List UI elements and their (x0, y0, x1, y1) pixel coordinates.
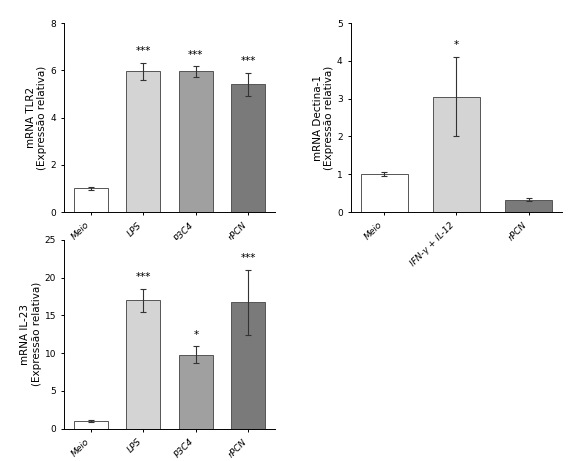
Y-axis label: mRNA TLR2
(Expressão relativa): mRNA TLR2 (Expressão relativa) (26, 65, 47, 170)
Bar (433, 97, 480, 212)
Bar (126, 71, 160, 212)
Text: ***: *** (240, 56, 256, 66)
Bar (360, 174, 408, 212)
Bar (505, 200, 552, 212)
Text: ***: *** (240, 254, 256, 263)
Bar (179, 355, 213, 429)
Bar (126, 300, 160, 429)
Y-axis label: mRNA Dectina-1
(Expressão relativa): mRNA Dectina-1 (Expressão relativa) (312, 65, 334, 170)
Y-axis label: mRNA IL-23
(Expressão relativa): mRNA IL-23 (Expressão relativa) (20, 282, 42, 386)
Bar (179, 71, 213, 212)
Text: ***: *** (136, 46, 151, 56)
Bar (231, 84, 266, 212)
Text: *: * (454, 41, 459, 50)
Bar (74, 189, 108, 212)
Text: *: * (193, 330, 198, 340)
Text: ***: *** (188, 50, 204, 59)
Text: ***: *** (136, 272, 151, 282)
Bar (74, 421, 108, 429)
Bar (231, 302, 266, 429)
